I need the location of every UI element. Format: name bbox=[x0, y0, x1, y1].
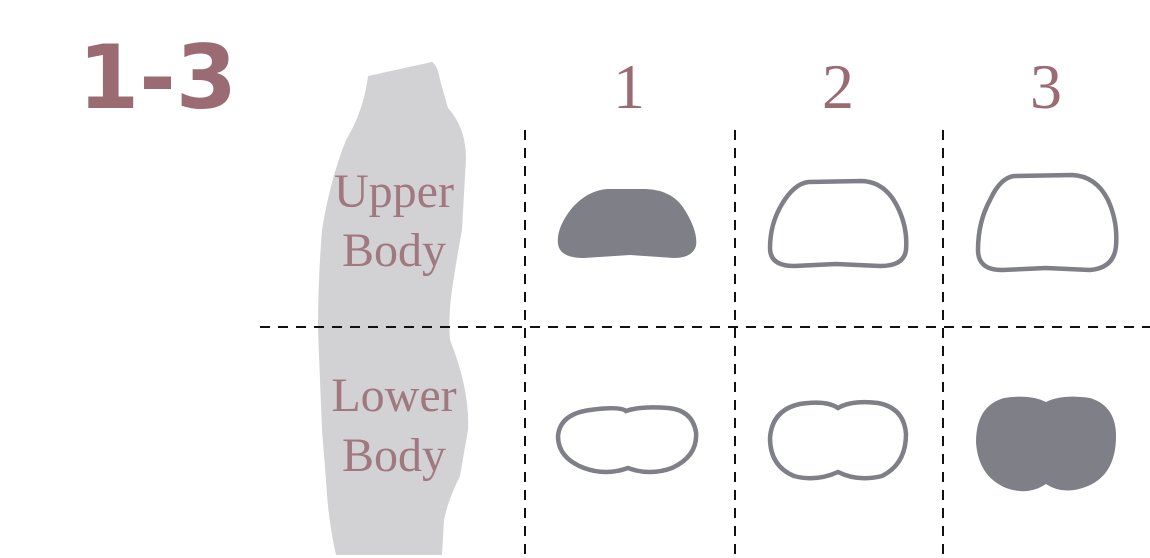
row-label-upper-line1: Upper bbox=[334, 165, 454, 218]
lower-body-shape-1 bbox=[555, 405, 699, 475]
column-header-1: 1 bbox=[613, 51, 645, 122]
row-label-upper-line2: Body bbox=[342, 224, 446, 277]
row-label-lower-line2: Body bbox=[342, 429, 446, 482]
lower-body-shape-2 bbox=[767, 399, 909, 481]
upper-body-shape-1 bbox=[557, 189, 697, 258]
figure-code: 1-3 bbox=[78, 26, 237, 129]
row-label-lower-line1: Lower bbox=[331, 369, 456, 422]
column-header-3: 3 bbox=[1030, 51, 1062, 122]
upper-body-shape-3 bbox=[975, 172, 1119, 273]
lower-body-shape-3 bbox=[976, 396, 1116, 492]
body-silhouette bbox=[318, 62, 469, 555]
upper-body-shape-2 bbox=[767, 178, 909, 269]
column-header-2: 2 bbox=[822, 51, 854, 122]
